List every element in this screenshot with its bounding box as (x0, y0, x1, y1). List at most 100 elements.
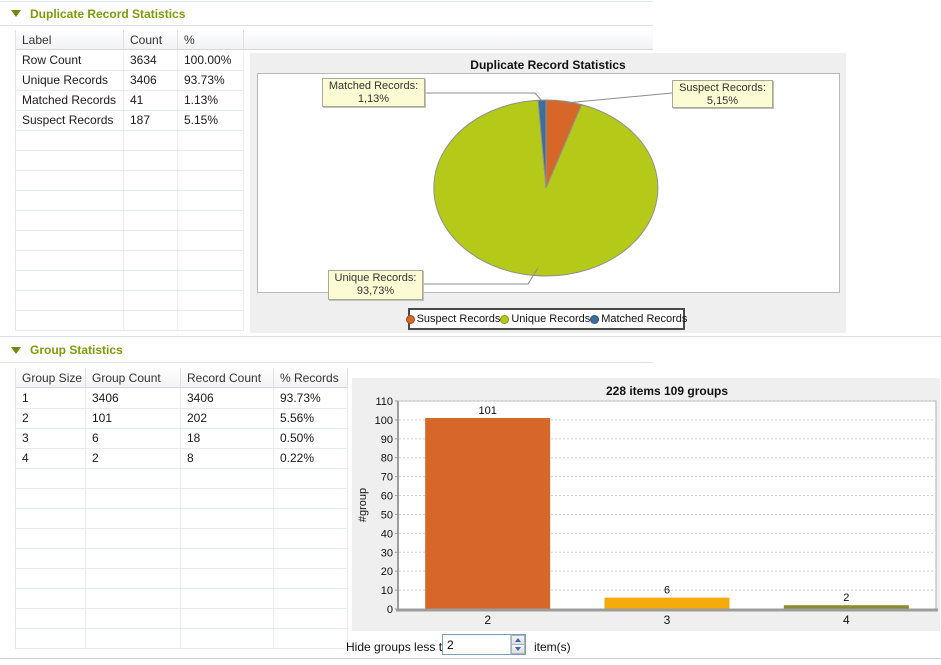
table-cell (273, 588, 348, 609)
table-cell (15, 568, 86, 589)
y-axis-tick-label: 60 (381, 491, 393, 503)
table-row-empty[interactable] (15, 210, 244, 231)
table-row-empty[interactable] (15, 608, 348, 629)
table-row-empty[interactable] (15, 150, 244, 171)
table-cell: 6 (85, 428, 181, 449)
table-row-empty[interactable] (15, 628, 348, 649)
table-cell (123, 270, 178, 291)
bar-value-label: 101 (478, 405, 496, 417)
table-cell (85, 608, 181, 629)
table-cell: 18 (180, 428, 274, 449)
legend-entry: Matched Records (590, 313, 687, 325)
table-row-empty[interactable] (15, 130, 244, 151)
table-cell (273, 608, 348, 629)
table-row-empty[interactable] (15, 230, 244, 251)
x-axis-tick-label: 3 (664, 613, 671, 627)
table-cell: 5.15% (177, 110, 244, 131)
table-cell (85, 528, 181, 549)
pie-slice-matched-records (537, 99, 547, 189)
collapse-triangle-icon[interactable] (11, 10, 21, 17)
callout-value: 1,13% (357, 93, 390, 105)
y-axis-tick-label: 0 (387, 604, 393, 616)
table-cell (85, 488, 181, 509)
table-row[interactable]: 3 6 18 0.50% (15, 428, 348, 449)
table-cell (180, 628, 274, 649)
table-cell (273, 528, 348, 549)
table-cell (123, 210, 178, 231)
table-cell (177, 270, 244, 291)
table-cell (177, 210, 244, 231)
table-cell: 3406 (85, 388, 181, 409)
section-header-group-statistics[interactable]: Group Statistics (0, 338, 653, 363)
y-axis-tick-label: 30 (381, 547, 393, 559)
table-cell: 3634 (123, 50, 178, 71)
table-cell (273, 488, 348, 509)
table-row-empty[interactable] (15, 568, 348, 589)
table-cell (180, 568, 274, 589)
table-row[interactable]: Suspect Records 187 5.15% (15, 110, 244, 131)
pie-callout-unique-records: Unique Records: 93,73% (328, 270, 423, 300)
column-header[interactable]: Label (15, 30, 124, 50)
table-row-empty[interactable] (15, 270, 244, 291)
table-row-empty[interactable] (15, 548, 348, 569)
table-cell (273, 628, 348, 649)
table-cell: 187 (123, 110, 178, 131)
bar-2 (425, 418, 551, 609)
table-row-empty[interactable] (15, 508, 348, 529)
y-axis-tick-label: 70 (381, 472, 393, 484)
table-row-empty[interactable] (15, 528, 348, 549)
column-header[interactable]: Group Size (15, 368, 86, 388)
y-axis-tick-label: 90 (381, 434, 393, 446)
collapse-triangle-icon[interactable] (11, 346, 21, 354)
pie-chart-panel: Duplicate Record Statistics Matched Reco… (250, 53, 846, 333)
callout-line-matched (425, 92, 543, 102)
bar-4 (783, 605, 909, 609)
table-row-empty[interactable] (15, 488, 348, 509)
table-cell: 2 (15, 408, 86, 429)
legend-label: Matched Records (601, 313, 688, 325)
table-cell (273, 468, 348, 489)
table-row-empty[interactable] (15, 250, 244, 271)
table-row-empty[interactable] (15, 190, 244, 211)
column-header[interactable]: % (177, 30, 244, 50)
table-cell: 2 (85, 448, 181, 469)
pie-slice-unique-records (433, 99, 659, 277)
table-cell (123, 130, 178, 151)
column-header[interactable]: Record Count (180, 368, 274, 388)
table-cell (15, 190, 124, 211)
section-title: Group Statistics (30, 343, 123, 357)
bottom-border (0, 658, 941, 659)
table-row-empty[interactable] (15, 588, 348, 609)
table-row[interactable]: Matched Records 41 1.13% (15, 90, 244, 111)
y-axis-tick-label: 40 (381, 528, 393, 540)
table-cell (123, 250, 178, 271)
column-header[interactable]: Group Count (85, 368, 181, 388)
y-axis-label: #group (357, 488, 369, 522)
table-row-empty[interactable] (15, 310, 244, 331)
table-row-empty[interactable] (15, 170, 244, 191)
hide-groups-input[interactable] (443, 635, 510, 654)
table-row[interactable]: Unique Records 3406 93.73% (15, 70, 244, 91)
hide-groups-label: Hide groups less than (346, 640, 463, 654)
column-header[interactable]: Count (123, 30, 178, 50)
table-row[interactable]: 4 2 8 0.22% (15, 448, 348, 469)
table-row[interactable]: 1 3406 3406 93.73% (15, 388, 348, 409)
spin-down-button[interactable] (511, 645, 525, 654)
table-cell: 1 (15, 388, 86, 409)
y-axis-tick-label: 100 (375, 415, 393, 427)
hide-groups-spinbox[interactable] (442, 634, 526, 655)
table-cell (15, 310, 124, 331)
column-header[interactable]: % Records (273, 368, 348, 388)
table-cell (177, 130, 244, 151)
table-cell (177, 310, 244, 331)
group-statistics-table: Group Size Group Count Record Count% Recor… (15, 368, 348, 649)
table-cell (180, 528, 274, 549)
table-cell: 3406 (123, 70, 178, 91)
section-header-duplicate-record-statistics[interactable]: Duplicate Record Statistics (0, 1, 653, 26)
table-row-empty[interactable] (15, 468, 348, 489)
table-row[interactable]: Row Count 3634 100.00% (15, 50, 244, 71)
table-row-empty[interactable] (15, 290, 244, 311)
table-cell (85, 468, 181, 489)
table-row[interactable]: 2 101 202 5.56% (15, 408, 348, 429)
spin-up-button[interactable] (511, 635, 525, 645)
